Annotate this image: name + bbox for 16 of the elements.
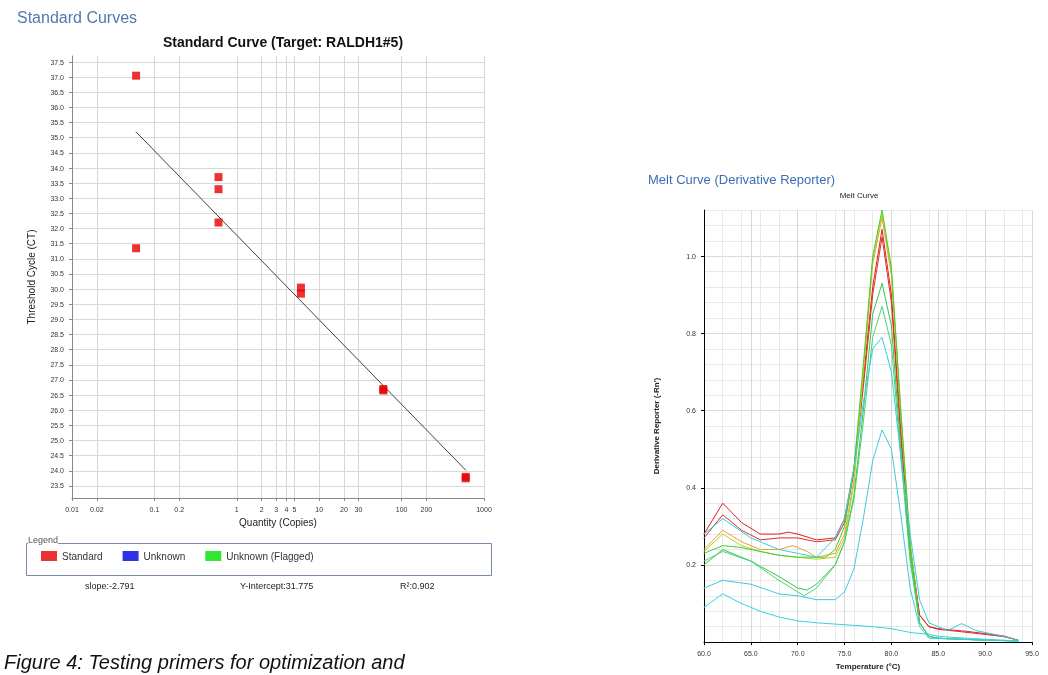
legend-label: Unknown bbox=[143, 550, 186, 562]
chart-subtitle: Standard Curve (Target: RALDH1#5) bbox=[162, 34, 404, 50]
text: Y-Intercept:31.775 bbox=[240, 580, 314, 591]
y-axis-title: Threshold Cycle (CT) bbox=[25, 229, 37, 325]
x-axis-title: Temperature (°C) bbox=[835, 661, 901, 671]
y-axis-title: Derivative Reporter (-Rn') bbox=[651, 377, 661, 475]
legend-label: Standard bbox=[62, 550, 103, 562]
text: slope:-2.791 bbox=[85, 580, 135, 591]
legend-title: Legend bbox=[28, 534, 59, 545]
x-axis-title: Quantity (Copies) bbox=[239, 517, 317, 529]
text: R²:0.902 bbox=[400, 580, 435, 591]
chart-subtitle: Melt Curve bbox=[839, 190, 879, 200]
caption: Figure 4: Testing primers for optimization and bbox=[4, 651, 406, 673]
chart-title: Standard Curves bbox=[17, 8, 138, 26]
chart-title: Melt Curve (Derivative Reporter) bbox=[648, 172, 836, 187]
legend-label: Unknown (Flagged) bbox=[226, 550, 314, 562]
